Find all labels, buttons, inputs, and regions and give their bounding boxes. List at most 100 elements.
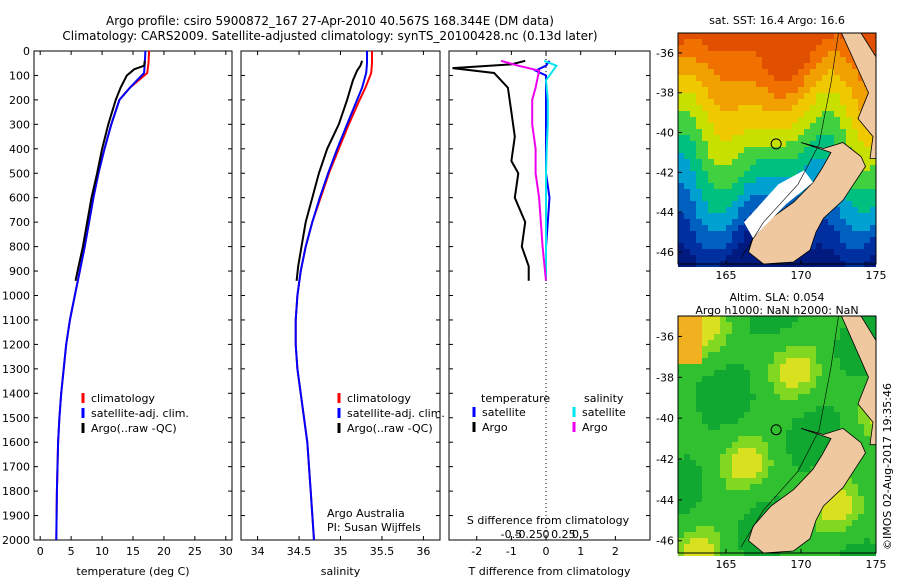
map-cell (684, 352, 690, 358)
map-cell (702, 514, 708, 520)
map-cell (678, 165, 684, 171)
map-cell (834, 117, 840, 123)
map-cell (828, 406, 834, 412)
map-cell (696, 322, 702, 328)
map-cell (714, 141, 720, 147)
map-cell (798, 382, 804, 388)
map-cell (858, 364, 864, 370)
map-cell (720, 213, 726, 219)
map-cell (780, 45, 786, 51)
map-cell (714, 207, 720, 213)
map-cell (720, 87, 726, 93)
y-tick-label: 1200 (2, 338, 30, 351)
map-cell (780, 364, 786, 370)
map-cell (858, 370, 864, 376)
bathymetry-contour (740, 315, 839, 548)
map-cell (804, 454, 810, 460)
map-cell (756, 436, 762, 442)
map-cell (726, 201, 732, 207)
land-north-island (840, 32, 877, 159)
map-cell (804, 39, 810, 45)
map-cell (732, 243, 738, 249)
map-cell (738, 183, 744, 189)
map-cell (756, 424, 762, 430)
map-cell (798, 448, 804, 454)
map-cell (696, 418, 702, 424)
map-cell (786, 201, 792, 207)
map-cell (744, 75, 750, 81)
map-cell (786, 117, 792, 123)
map-cell (726, 328, 732, 334)
title-line-1: Argo profile: csiro 5900872_167 27-Apr-2… (106, 14, 554, 28)
map-cell (810, 358, 816, 364)
map-cell (768, 484, 774, 490)
map-cell (822, 526, 828, 532)
map-cell (834, 69, 840, 75)
map-cell (798, 63, 804, 69)
map-cell (684, 45, 690, 51)
map-cell (756, 364, 762, 370)
map-cell (756, 183, 762, 189)
map-cell (714, 201, 720, 207)
map-cell (774, 105, 780, 111)
map-cell (726, 243, 732, 249)
map-cell (792, 424, 798, 430)
map-cell (708, 87, 714, 93)
map-cell (678, 99, 684, 105)
map-cell (810, 328, 816, 334)
map-cell (798, 328, 804, 334)
x-tick-label: 0 (543, 545, 550, 558)
map-cell (684, 532, 690, 538)
map-cell (804, 544, 810, 550)
map-cell (726, 526, 732, 532)
map-cell (708, 322, 714, 328)
map-cell (684, 111, 690, 117)
map-cell (756, 478, 762, 484)
map-cell (852, 382, 858, 388)
map-cell (762, 189, 768, 195)
map-cell (768, 135, 774, 141)
map-cell (846, 201, 852, 207)
map-cell (762, 508, 768, 514)
map-cell (732, 460, 738, 466)
map-cell (756, 159, 762, 165)
map-cell (828, 340, 834, 346)
legend-label: climatology (347, 392, 411, 405)
map-cell (726, 135, 732, 141)
map-cell (816, 340, 822, 346)
map-cell (870, 213, 876, 219)
map-cell (744, 249, 750, 255)
map-cell (756, 352, 762, 358)
map-cell (828, 514, 834, 520)
map-cell (780, 370, 786, 376)
map-cell (816, 358, 822, 364)
map-cell (684, 123, 690, 129)
map-cell (678, 105, 684, 111)
map-cell (840, 69, 846, 75)
map-cell (798, 454, 804, 460)
map-cell (720, 165, 726, 171)
map-cell (750, 382, 756, 388)
map-cell (720, 322, 726, 328)
map-cell (804, 436, 810, 442)
x-tick-label: 0 (37, 545, 44, 558)
map-cell (708, 147, 714, 153)
map-cell (750, 406, 756, 412)
x-tick-label: 34 (251, 545, 265, 558)
map-cell (732, 466, 738, 472)
map-cell (690, 219, 696, 225)
map-cell (768, 117, 774, 123)
map-cell (840, 544, 846, 550)
map-cell (870, 448, 876, 454)
map-cell (738, 219, 744, 225)
map-cell (696, 442, 702, 448)
map-cell (810, 364, 816, 370)
map-cell (708, 370, 714, 376)
map-cell (780, 454, 786, 460)
map-cell (702, 141, 708, 147)
map-cell (726, 111, 732, 117)
map-cell (762, 316, 768, 322)
map-cell (786, 340, 792, 346)
map-cell (810, 111, 816, 117)
map-cell (726, 39, 732, 45)
